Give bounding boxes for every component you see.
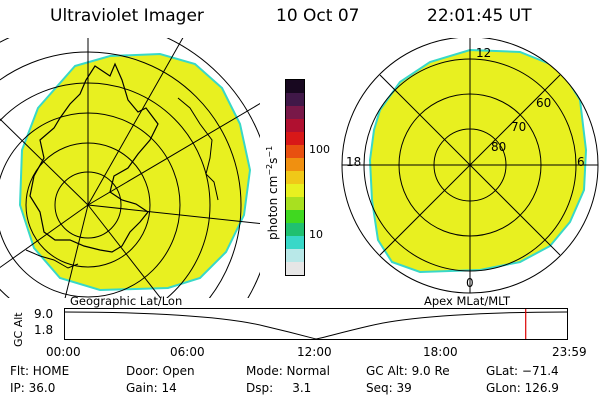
status-ip: IP: 36.0 [10,381,56,395]
colorbar-segment [286,184,304,197]
altitude-ylabel: GC Alt [12,312,25,347]
colorbar-segment [286,93,304,106]
status-door: Door: Open [126,364,195,378]
time-tick-0600: 06:00 [170,345,205,359]
status-glon: GLon: 126.9 [486,381,559,395]
colorbar-segment [286,223,304,236]
observation-time: 22:01:45 UT [427,6,532,26]
colorbar-label: photon cm−2s−1 [265,145,280,240]
colorbar-segment [286,171,304,184]
altitude-ytick-low: 1.8 [34,323,54,337]
mlt-label-12: 12 [476,46,492,60]
uv-emission-region [18,52,252,292]
altitude-curve [64,311,568,340]
mlat-label-60: 60 [536,96,552,110]
colorbar-segment [286,236,304,249]
colorbar-segment [286,197,304,210]
colorbar-segment [286,106,304,119]
colorbar-segment [286,145,304,158]
time-tick-1200: 12:00 [297,345,332,359]
colorbar-segment [286,249,304,262]
status-dsp: Dsp: 3.1 [246,381,312,395]
color-bar [285,79,305,276]
geographic-image [0,38,260,298]
status-gain: Gain: 14 [126,381,177,395]
time-tick-0000: 00:00 [46,345,81,359]
colorbar-segment [286,262,304,275]
colorbar-segment [286,158,304,171]
colorbar-tick-10: 10 [309,228,323,241]
colorbar-segment [286,119,304,132]
mlt-label-18: 18 [346,155,362,169]
colorbar-segment [286,80,304,93]
mlt-label-6: 6 [577,155,585,169]
geographic-projection-label: Geographic Lat/Lon [70,294,183,308]
time-tick-2359: 23:59 [552,345,587,359]
mlat-label-70: 70 [511,120,527,134]
altitude-ytick-high: 9.0 [34,307,54,321]
colorbar-segment [286,132,304,145]
apex-projection-label: Apex MLat/MLT [424,294,511,308]
status-glat: GLat: −71.4 [486,364,559,378]
altitude-plot [64,308,568,340]
status-seq: Seq: 39 [366,381,412,395]
observation-date: 10 Oct 07 [276,6,360,26]
colorbar-tick-100: 100 [309,143,330,156]
instrument-title: Ultraviolet Imager [50,6,204,26]
colorbar-segment [286,210,304,223]
status-filter: Flt: HOME [10,364,70,378]
status-gc-alt: GC Alt: 9.0 Re [366,364,450,378]
polar-plot [341,38,599,294]
mlat-label-80: 80 [491,140,507,154]
mlt-label-0: 0 [466,276,474,290]
time-tick-1800: 18:00 [423,345,458,359]
status-mode: Mode: Normal [246,364,330,378]
